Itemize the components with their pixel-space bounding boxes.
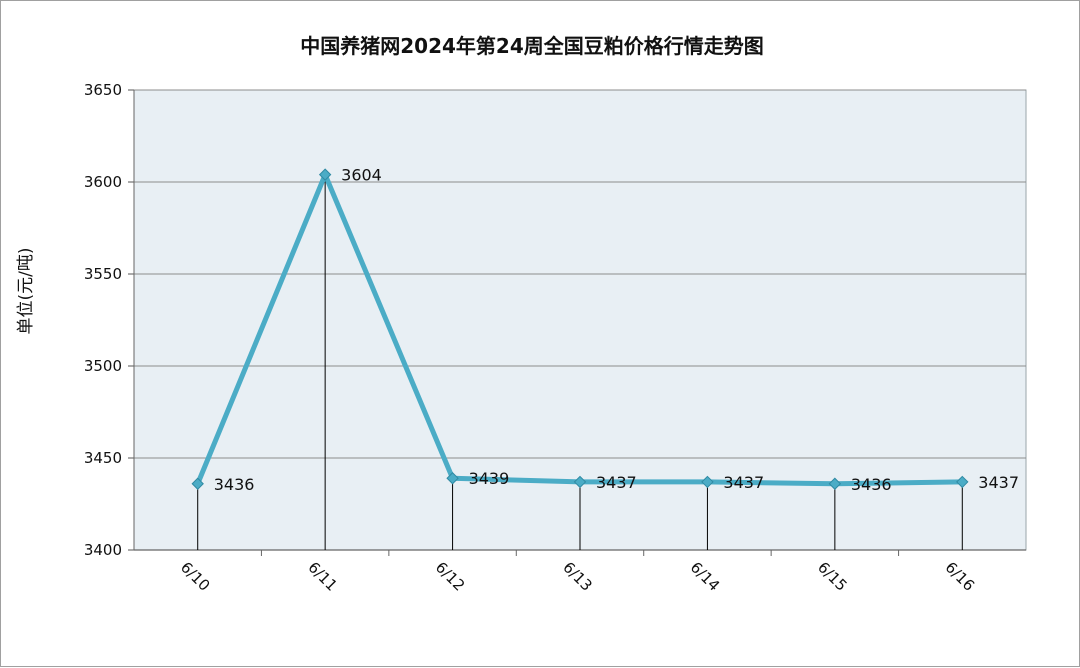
y-tick-label: 3550 [84, 265, 122, 283]
x-tick-label: 6/12 [432, 558, 469, 595]
plot-area: 3400 3450 3500 3550 3600 3650 3436 3604 3439 3437… [84, 81, 1027, 595]
y-tick-label: 3600 [84, 173, 122, 191]
data-label: 3604 [341, 166, 382, 185]
x-tick-label: 6/14 [687, 558, 724, 595]
watermark-logo-icon [10, 636, 54, 658]
y-tick-label: 3650 [84, 81, 122, 99]
x-tick-label: 6/15 [814, 558, 851, 595]
data-label: 3437 [596, 473, 637, 492]
data-point [828, 477, 842, 490]
x-tick-label: 6/13 [559, 558, 596, 595]
data-label: 3436 [214, 475, 255, 494]
data-point [573, 475, 587, 489]
x-tick-label: 6/10 [177, 558, 214, 595]
y-tick-label: 3450 [84, 449, 122, 467]
data-label: 3439 [469, 469, 510, 488]
y-axis-label: 单位(元/吨) [16, 248, 36, 335]
y-tick-label: 3500 [84, 357, 122, 375]
data-point [446, 472, 459, 485]
x-tick-label: 6/11 [304, 558, 341, 595]
data-label: 3436 [851, 475, 892, 494]
x-tick-label: 6/16 [942, 558, 979, 595]
chart-title: 中国养猪网2024年第24周全国豆粕价格行情走势图 [300, 34, 764, 58]
data-point [956, 475, 969, 489]
data-point [701, 475, 714, 489]
data-point [191, 477, 204, 490]
y-tick-label: 3400 [84, 541, 122, 559]
watermark-text: 大数跨境 [57, 636, 137, 660]
plot-background [133, 89, 1027, 551]
data-point [318, 168, 332, 181]
data-label: 3437 [978, 473, 1019, 492]
watermark: 大数跨境 [10, 636, 137, 660]
data-label: 3437 [723, 473, 764, 492]
